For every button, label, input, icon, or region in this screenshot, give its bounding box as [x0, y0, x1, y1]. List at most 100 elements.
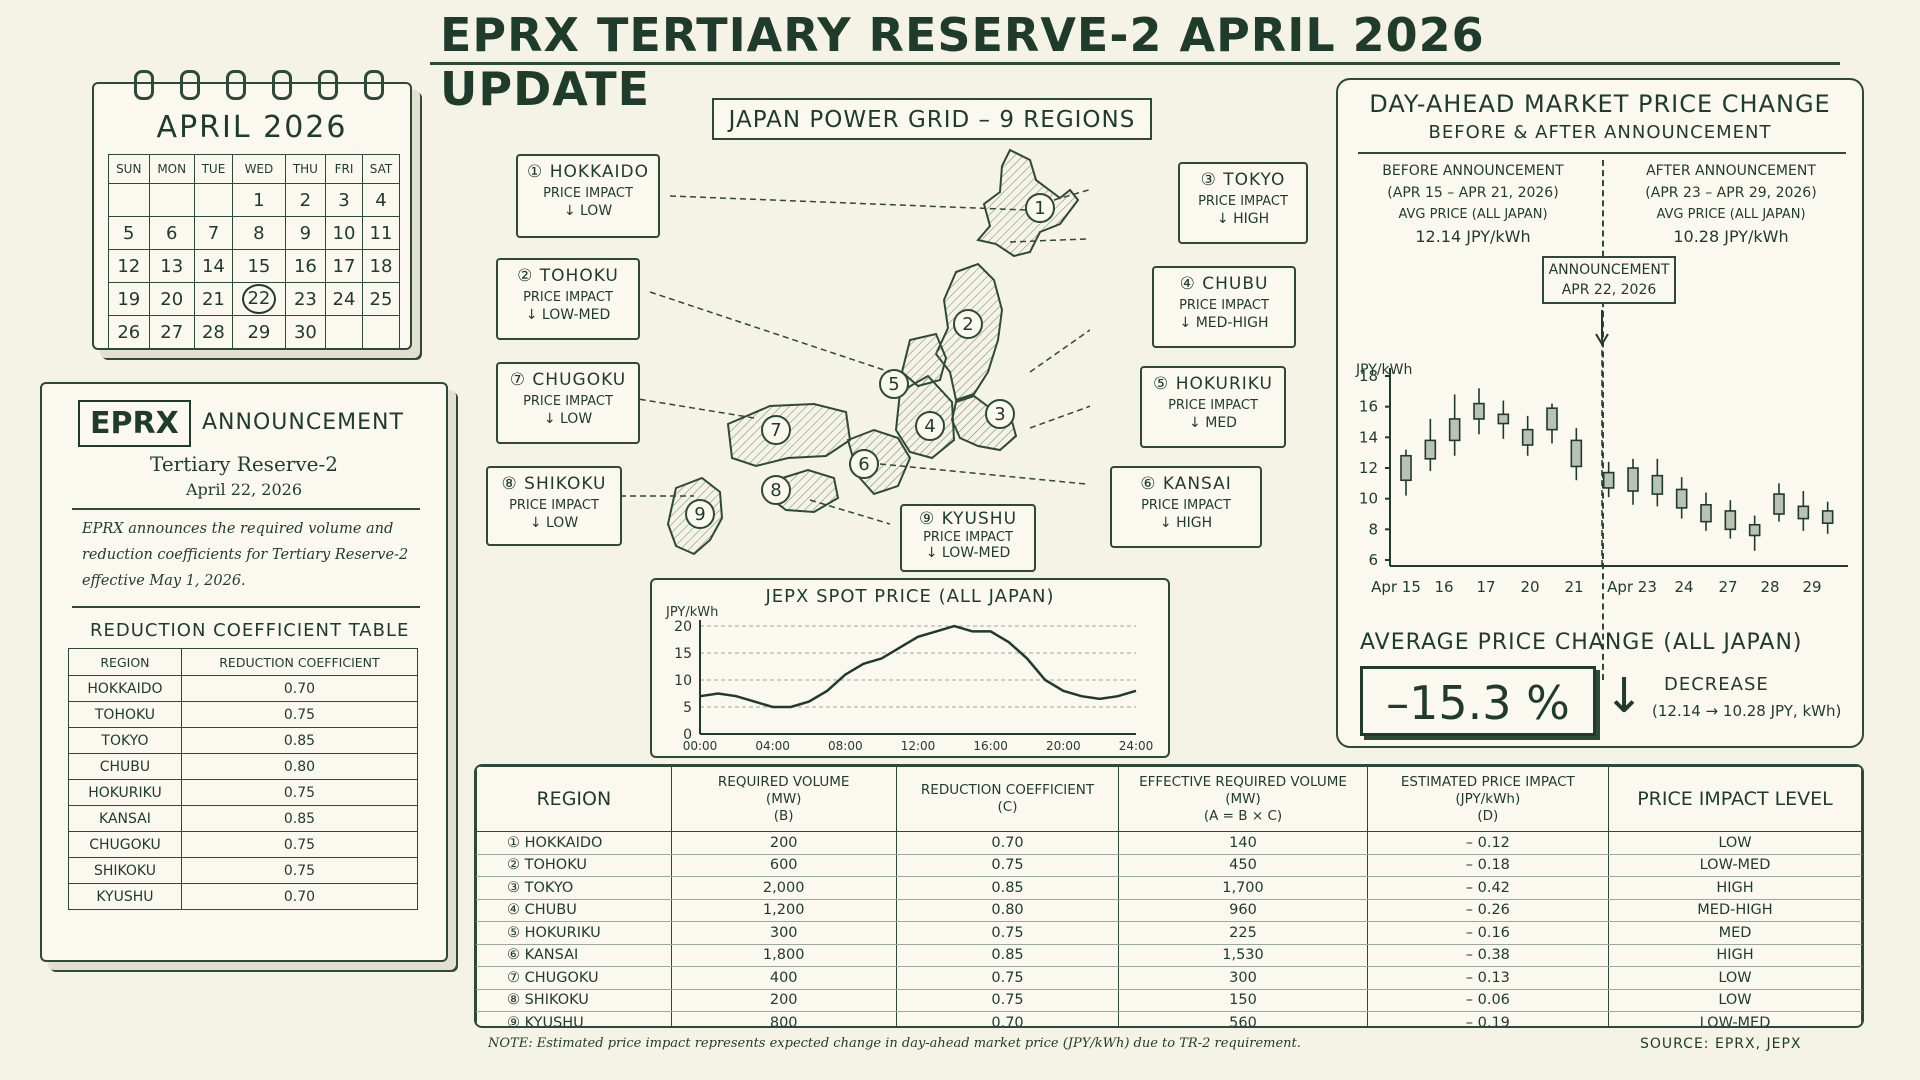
table-cell: ② TOHOKU [476, 854, 672, 877]
after-summary: AFTER ANNOUNCEMENT (APR 23 – APR 29, 202… [1606, 160, 1856, 248]
table-cell: ⑤ HOKURIKU [476, 921, 672, 945]
table-cell: 0.85 [180, 727, 419, 754]
y-tick-label: 16 [1359, 398, 1378, 416]
x-tick-label: 20:00 [1046, 739, 1081, 753]
calendar-day: 3 [324, 183, 363, 217]
source-credit: SOURCE: EPRX, JEPX [1640, 1036, 1802, 1052]
region-number: ④ [1179, 274, 1196, 294]
title-underline [430, 62, 1840, 65]
table-row: ④ CHUBU 1,200 0.80 960– 0.26 MED-HIGH [476, 899, 1862, 922]
table-cell: KYUSHU [68, 883, 182, 910]
reduction-table-title: REDUCTION COEFFICIENT TABLE [90, 620, 410, 641]
eprx-logo: EPRX [78, 400, 191, 447]
region-number: ⑤ [1153, 374, 1170, 394]
calendar-day: 28 [193, 315, 234, 349]
table-cell: 0.75 [180, 857, 419, 884]
footnote: NOTE: Estimated price impact represents … [488, 1036, 1301, 1051]
candle-body [1570, 439, 1583, 468]
candle-body [1448, 418, 1461, 442]
table-row: CHUBU 0.80 [68, 753, 419, 780]
page-title: EPRX TERTIARY RESERVE-2 APRIL 2026 UPDAT… [440, 8, 1485, 116]
region-number: ⑧ [501, 474, 518, 494]
map-label-4: 4 [924, 416, 935, 437]
table-row: SHIKOKU 0.75 [68, 857, 419, 884]
table-cell: KANSAI [68, 805, 182, 832]
candle-body [1797, 505, 1810, 520]
column-header: REQUIRED VOLUME (MW) (B) [670, 766, 897, 832]
candle-body [1602, 471, 1615, 489]
x-tick-label: 27 [1718, 578, 1737, 596]
table-cell: 1,700 [1118, 876, 1368, 900]
header-line: (C) [997, 799, 1018, 815]
weekday-header: THU [284, 154, 326, 184]
down-arrow-icon: ↓ [925, 545, 938, 561]
y-tick-label: 0 [683, 727, 692, 743]
table-cell: 0.80 [180, 753, 419, 780]
table-row: TOHOKU 0.75 [68, 701, 419, 728]
price-impact-label: PRICE IMPACT [1179, 298, 1269, 313]
binder-ring-icon [180, 70, 200, 100]
map-label-5: 5 [888, 374, 899, 395]
y-tick-label: 18 [1359, 367, 1378, 385]
calendar-day: 30 [284, 315, 326, 349]
region-callout-kansai: ⑥ KANSAI PRICE IMPACT ↓ HIGH [1110, 466, 1262, 548]
calendar-day [193, 183, 234, 217]
binder-ring-icon [272, 70, 292, 100]
y-tick-label: 8 [1368, 520, 1378, 538]
map-label-2: 2 [962, 314, 973, 335]
down-arrow-icon: ↓ [543, 411, 556, 427]
table-cell: 0.75 [895, 989, 1120, 1012]
table-cell: 1,200 [670, 899, 897, 922]
table-row: TOKYO 0.85 [68, 727, 419, 754]
reduction-coefficient-table: REGION REDUCTION COEFFICIENT HOKKAIDO 0.7… [68, 648, 419, 910]
table-row: HOKURIKU 0.75 [68, 779, 419, 806]
candle-body [1546, 407, 1558, 431]
table-cell: CHUGOKU [68, 831, 182, 858]
table-cell: – 0.13 [1366, 966, 1609, 990]
down-arrow-icon: ↓ [525, 307, 538, 323]
calendar-day: 11 [361, 216, 401, 250]
impact-level-row: ↓ LOW-MED [902, 545, 1034, 561]
after-avg-value: 10.28 JPY/kWh [1673, 227, 1789, 246]
x-tick-label: 12:00 [901, 739, 936, 753]
down-arrow-icon: ↓ [563, 203, 576, 219]
spot-price-line [699, 624, 1137, 709]
weekday-header: TUE [193, 154, 234, 184]
y-tick-label: 14 [1359, 428, 1378, 446]
candle-body [1821, 510, 1834, 525]
candle-body [1497, 413, 1510, 425]
announcement-heading: ANNOUNCEMENT [202, 410, 404, 435]
x-tick-label: 28 [1760, 578, 1779, 596]
header-line: EFFECTIVE REQUIRED VOLUME [1139, 773, 1347, 790]
price-impact-label: PRICE IMPACT [523, 290, 613, 305]
candle-body [1521, 428, 1534, 446]
table-cell: 2,000 [670, 876, 897, 900]
divider [72, 606, 420, 608]
calendar-day: 5 [108, 216, 150, 250]
x-tick-label: 20 [1520, 578, 1539, 596]
table-cell: 300 [1118, 966, 1368, 990]
y-tick-label: 20 [674, 619, 692, 635]
y-tick-label: 10 [674, 673, 692, 689]
map-label-9: 9 [694, 504, 705, 525]
candle-body [1700, 504, 1712, 523]
table-cell: – 0.16 [1366, 921, 1609, 945]
calendar-week: 12 13 14 15 16 17 18 [108, 249, 401, 283]
calendar-day [324, 315, 363, 349]
table-cell: TOKYO [68, 727, 182, 754]
table-cell: 0.75 [180, 831, 419, 858]
region-number: ② [517, 266, 534, 286]
table-cell: 0.70 [895, 831, 1120, 855]
table-cell: – 0.42 [1366, 876, 1609, 900]
header-line: REGION [536, 787, 612, 810]
table-cell: 600 [670, 854, 897, 877]
region-callout-kyushu: ⑨ KYUSHU PRICE IMPACT ↓ LOW-MED [900, 504, 1036, 572]
table-cell: LOW [1607, 989, 1862, 1012]
candle-body [1651, 474, 1664, 495]
table-row: HOKKAIDO 0.70 [68, 675, 419, 702]
table-cell: TOHOKU [68, 701, 182, 728]
hokuriku-shape [900, 332, 948, 388]
binder-ring-icon [364, 70, 384, 100]
calendar-week: 5 6 7 8 9 10 11 [108, 216, 401, 250]
header-line: (A = B × C) [1203, 807, 1283, 824]
